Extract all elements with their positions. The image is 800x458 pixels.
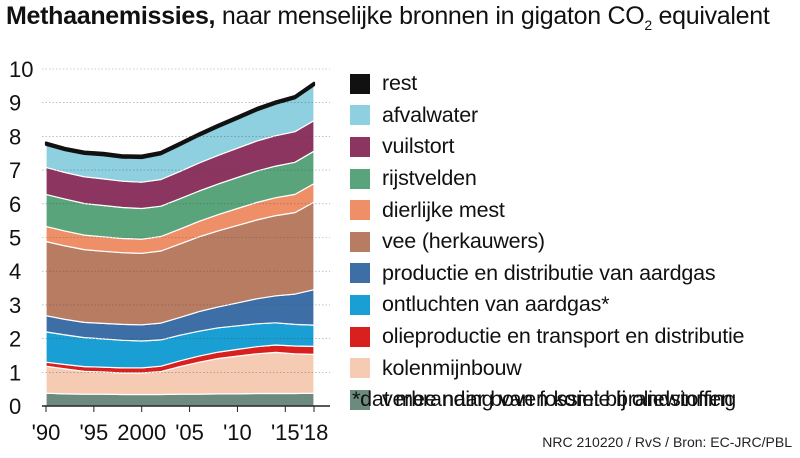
y-tick-label-0: 0 xyxy=(9,394,21,419)
legend-swatch xyxy=(350,358,370,379)
legend-label: ontluchten van aardgas* xyxy=(382,292,610,317)
legend-item: afvalwater xyxy=(350,100,744,132)
legend-swatch xyxy=(350,105,370,126)
chart-title: Methaanemissies, naar menselijke bronnen… xyxy=(6,2,770,33)
legend-label: vuilstort xyxy=(382,134,455,159)
y-tick-label-9: 9 xyxy=(9,91,21,116)
x-tick-label-6: '18 xyxy=(300,420,329,445)
legend-swatch xyxy=(350,200,370,221)
legend-label: vee (herkauwers) xyxy=(382,229,545,254)
stacked-area-chart: 0 1 2 3 4 5 6 7 8 9 10 '90 '95 2000 '05 '10 '15'18 xyxy=(9,57,330,445)
legend-item: productie en distributie van aardgas xyxy=(350,258,744,290)
legend-label: productie en distributie van aardgas xyxy=(382,260,716,285)
legend-swatch xyxy=(350,389,370,410)
legend-item: dierlijke mest xyxy=(350,194,744,226)
source-credit: NRC 210220 / RvS / Bron: EC-JRC/PBL xyxy=(542,434,792,450)
legend-label: verbranding van fossiele brandstoffen xyxy=(382,387,733,412)
legend-swatch xyxy=(350,326,370,347)
legend-item: verbranding van fossiele brandstoffen xyxy=(350,384,744,416)
y-tick-label-7: 7 xyxy=(9,158,21,183)
x-tick-label-4: '10 xyxy=(223,420,252,445)
area-0 xyxy=(45,392,315,407)
footnote: *dat mee naar boven komt bij oliewinning xyxy=(352,387,737,411)
area-layers xyxy=(44,81,316,407)
x-tick-label-1: '95 xyxy=(80,420,109,445)
legend-item: vuilstort xyxy=(350,131,744,163)
legend-item: ontluchten van aardgas* xyxy=(350,289,744,321)
title-tail: equivalent xyxy=(651,2,770,30)
legend: rest afvalwater vuilstort rijstvelden dierli… xyxy=(350,68,745,416)
legend-swatch xyxy=(350,263,370,284)
legend-swatch xyxy=(350,231,370,252)
y-axis-ticks: 0 1 2 3 4 5 6 7 8 9 10 xyxy=(9,57,330,419)
title-bold: Methaanemissies, xyxy=(6,2,216,30)
x-tick-label-2: 2000 xyxy=(117,420,166,445)
title-rest: naar menselijke bronnen in gigaton CO xyxy=(221,2,645,30)
title-subscript: 2 xyxy=(644,17,652,33)
legend-label: kolenmijnbouw xyxy=(382,355,522,380)
y-tick-label-10: 10 xyxy=(9,57,33,82)
legend-label: afvalwater xyxy=(382,102,478,127)
y-tick-label-8: 8 xyxy=(9,124,21,149)
y-tick-label-5: 5 xyxy=(9,226,21,251)
x-tick-label-0: '90 xyxy=(32,420,61,445)
area-10 xyxy=(44,81,316,160)
legend-swatch xyxy=(350,73,370,94)
y-tick-label-6: 6 xyxy=(9,192,21,217)
legend-item: rijstvelden xyxy=(350,163,744,195)
legend-item: olieproductie en transport en distributi… xyxy=(350,321,745,353)
legend-swatch xyxy=(350,294,370,315)
y-tick-label-1: 1 xyxy=(9,360,21,385)
x-tick-label-3: '05 xyxy=(175,420,204,445)
x-tick-label-5: '15 xyxy=(271,420,300,445)
legend-label: rijstvelden xyxy=(382,166,477,191)
legend-item: kolenmijnbouw xyxy=(350,352,744,384)
legend-swatch xyxy=(350,136,370,157)
x-axis-ticks: '90 '95 2000 '05 '10 '15'18 xyxy=(32,406,329,445)
legend-item: rest xyxy=(350,68,744,100)
legend-label: rest xyxy=(382,71,418,96)
legend-label: olieproductie en transport en distributi… xyxy=(382,324,745,349)
y-tick-label-2: 2 xyxy=(9,327,21,352)
legend-swatch xyxy=(350,168,370,189)
legend-item: vee (herkauwers) xyxy=(350,226,744,258)
legend-label: dierlijke mest xyxy=(382,197,505,222)
y-tick-label-3: 3 xyxy=(9,293,21,318)
y-tick-label-4: 4 xyxy=(9,259,21,284)
